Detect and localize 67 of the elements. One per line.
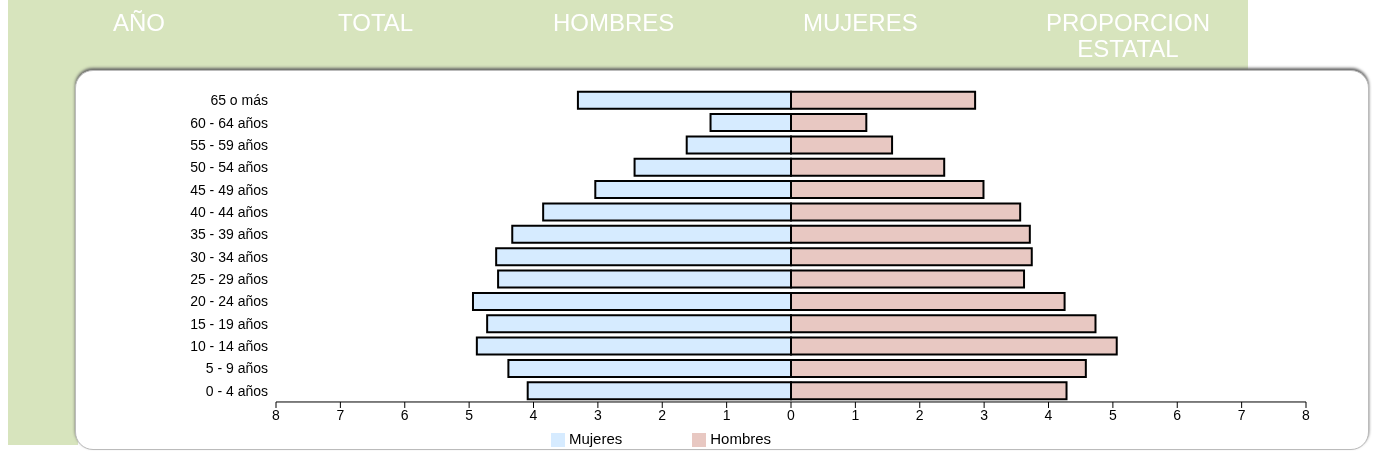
x-tick-label: 4 (1044, 406, 1053, 423)
x-tick-label: 3 (980, 406, 989, 423)
y-tick-label: 25 - 29 años (190, 270, 268, 287)
x-tick-label: 3 (593, 406, 602, 423)
legend-label: Mujeres (568, 429, 623, 447)
text: AÑO (113, 9, 166, 36)
text: MUJERES (803, 9, 919, 36)
bar (790, 113, 868, 133)
bar (594, 180, 792, 200)
x-tick-label: 4 (529, 406, 538, 423)
text: PROPORCION ESTATAL (1045, 9, 1211, 62)
y-tick-label: 20 - 24 años (190, 293, 268, 310)
x-tick-label: 6 (1173, 406, 1182, 423)
x-tick-label: 2 (915, 406, 924, 423)
y-tick-label: 40 - 44 años (190, 203, 268, 220)
y-tick-label: 10 - 14 años (190, 338, 268, 355)
bar (475, 336, 792, 356)
bar (709, 113, 792, 133)
bar (576, 90, 792, 110)
y-tick-label: 15 - 19 años (190, 315, 268, 332)
bar (497, 269, 792, 289)
x-tick-label: 7 (336, 406, 345, 423)
y-tick-label: 55 - 59 años (190, 136, 268, 153)
bar (790, 247, 1033, 267)
x-tick-label: 1 (722, 406, 731, 423)
bar (790, 180, 985, 200)
x-tick-label: 8 (1302, 406, 1311, 423)
bar (790, 269, 1026, 289)
x-tick-label: 6 (400, 406, 409, 423)
y-tick-label: 50 - 54 años (190, 159, 268, 176)
bar (790, 314, 1097, 334)
bar (790, 358, 1087, 378)
y-tick-label: 45 - 49 años (190, 181, 268, 198)
bar (790, 381, 1068, 401)
bar (790, 202, 1022, 222)
y-tick-label: 5 - 9 años (205, 360, 268, 377)
x-tick-label: 7 (1237, 406, 1246, 423)
bar (790, 336, 1118, 356)
bar (790, 291, 1066, 311)
x-tick-label: 8 (272, 406, 281, 423)
y-tick-label: 65 o más (210, 92, 268, 109)
x-tick-label: 2 (658, 406, 667, 423)
x-tick-label: 5 (465, 406, 474, 423)
bar (790, 135, 894, 155)
text: TOTAL (338, 9, 415, 36)
x-tick-label: 5 (1108, 406, 1117, 423)
bar (526, 381, 792, 401)
bar (507, 358, 792, 378)
x-tick-label: 1 (851, 406, 860, 423)
chart-frame: Mujeres Hombres 8 7 6 5 4 3 2 1 0 1 2 3 4 5 6 7 8 65 o más 60 - 64 años 55 - 59 años 50 - 54 años 45 - 49 años 40 - 44 años 35 - 39 años 30 - 34 años 25 - 29 años 20 - 24 años 15 - 19 años 10 - 14 años 5 - 9 años 0 - 4 años (75, 70, 1369, 450)
y-tick-label: 0 - 4 años (205, 382, 268, 399)
bar (790, 224, 1031, 244)
bar (511, 224, 792, 244)
bar (790, 157, 946, 177)
y-tick-label: 60 - 64 años (190, 114, 268, 131)
text: HOMBRES (553, 9, 676, 36)
bar (685, 135, 792, 155)
x-tick-label: 0 (787, 406, 796, 423)
legend-label: Hombres (710, 429, 772, 447)
bar (471, 291, 792, 311)
bar (495, 247, 792, 267)
bar (790, 90, 977, 110)
y-tick-label: 35 - 39 años (190, 226, 268, 243)
bar (542, 202, 792, 222)
bar (486, 314, 792, 334)
bar (633, 157, 792, 177)
y-tick-label: 30 - 34 años (190, 248, 268, 265)
